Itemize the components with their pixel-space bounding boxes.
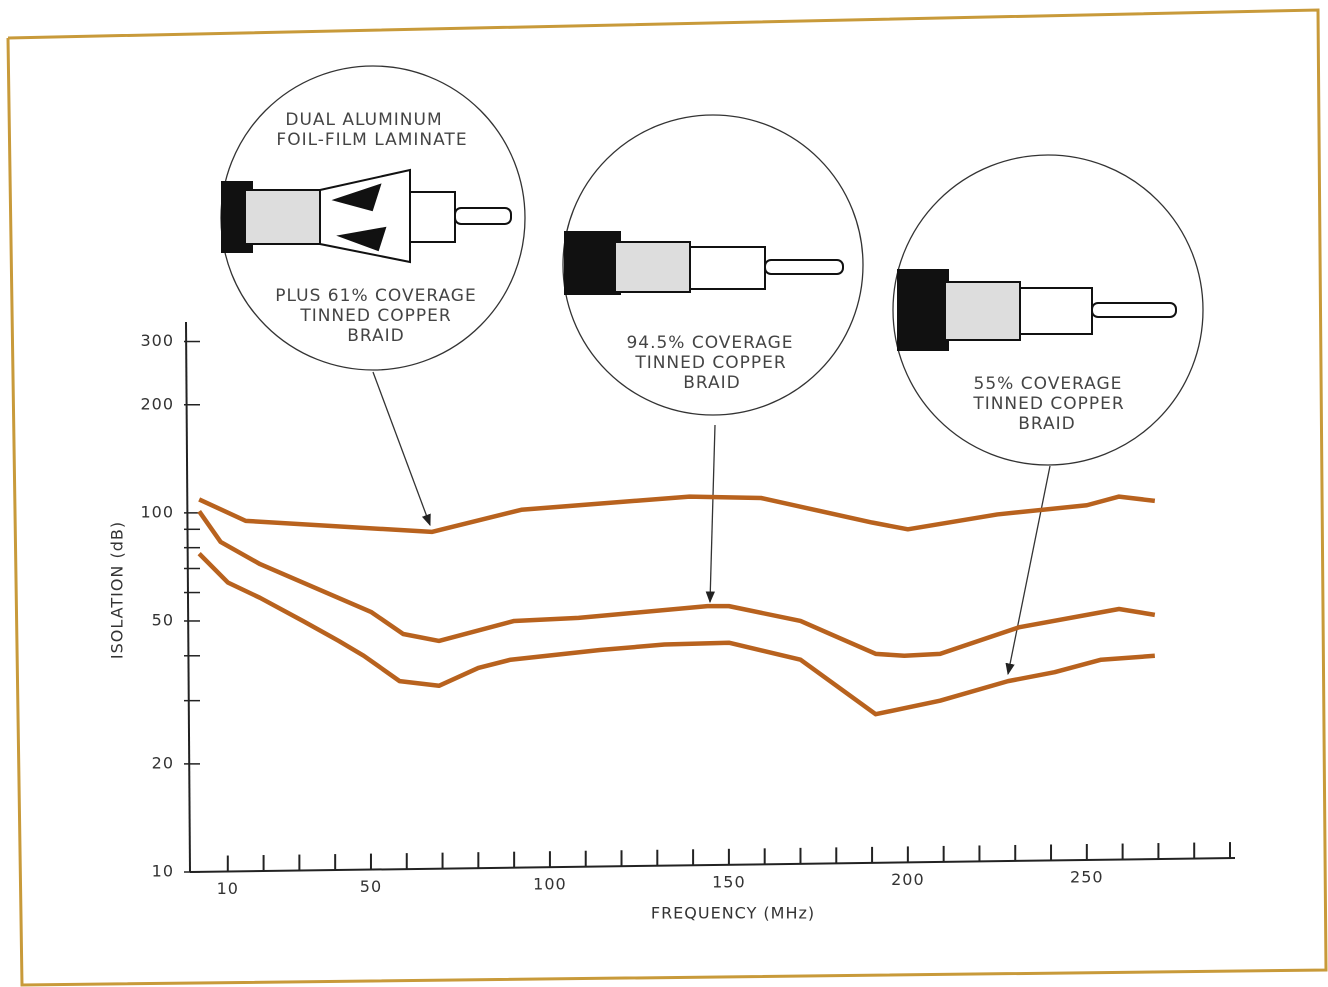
y-tick-label: 20 bbox=[152, 753, 174, 772]
x-axis bbox=[189, 857, 1236, 873]
x-tick-label: 50 bbox=[360, 877, 382, 896]
y-tick-label: 200 bbox=[140, 394, 174, 413]
x-tick-label: 10 bbox=[217, 879, 239, 898]
annotation-text: TINNED COPPER bbox=[634, 353, 786, 373]
y-tick-label: 300 bbox=[140, 331, 174, 350]
y-axis bbox=[185, 321, 191, 873]
annotation-text: PLUS 61% COVERAGE bbox=[275, 286, 476, 306]
annotation-text: BRAID bbox=[1018, 414, 1076, 434]
annotation-text: 94.5% COVERAGE bbox=[626, 333, 793, 353]
callout-texts: DUAL ALUMINUM FOIL-FILM LAMINATE PLUS 61… bbox=[275, 110, 1124, 434]
x-tick-label: 200 bbox=[891, 870, 925, 889]
annotation-text: BRAID bbox=[347, 326, 405, 346]
annotation-text: BRAID bbox=[683, 373, 741, 393]
page-border bbox=[6, 8, 1328, 987]
x-tick-label: 150 bbox=[712, 872, 746, 891]
annotation-text: TINNED COPPER bbox=[972, 394, 1124, 414]
x-tick-label: 250 bbox=[1070, 868, 1104, 887]
data-line bbox=[197, 510, 1156, 659]
y-tick-label: 100 bbox=[140, 502, 174, 521]
annotation-text: 55% COVERAGE bbox=[974, 374, 1123, 394]
x-tick-label: 100 bbox=[533, 875, 567, 894]
y-tick-label: 50 bbox=[152, 610, 174, 629]
x-axis-title: FREQUENCY (MHz) bbox=[651, 904, 815, 923]
annotation-text: TINNED COPPER bbox=[299, 306, 451, 326]
y-axis-title: ISOLATION (dB) bbox=[108, 521, 127, 659]
y-tick-label: 10 bbox=[152, 862, 174, 881]
annotation-text: FOIL-FILM LAMINATE bbox=[276, 130, 467, 150]
data-line bbox=[197, 552, 1155, 717]
data-line bbox=[198, 494, 1156, 535]
annotation-text: DUAL ALUMINUM bbox=[285, 110, 442, 130]
cable-drawings bbox=[221, 168, 1177, 351]
